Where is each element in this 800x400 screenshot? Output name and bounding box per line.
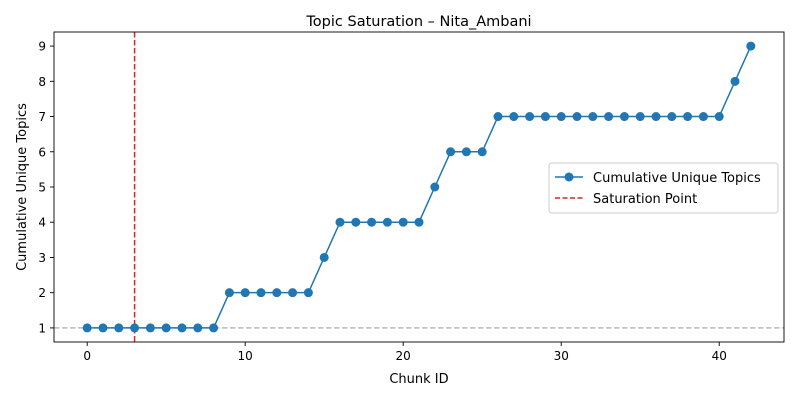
data-point [540, 112, 550, 122]
data-point [509, 112, 519, 122]
data-point [335, 217, 345, 227]
y-tick-label: 8 [38, 75, 46, 89]
data-point [430, 182, 440, 192]
legend-label-series: Cumulative Unique Topics [593, 171, 761, 186]
y-tick-label: 6 [38, 145, 46, 159]
data-point [382, 217, 392, 227]
data-point [272, 288, 282, 298]
data-point [367, 217, 377, 227]
data-point [667, 112, 677, 122]
data-point [493, 112, 503, 122]
data-point [177, 323, 187, 333]
data-point [288, 288, 298, 298]
data-point [730, 76, 740, 86]
y-tick-label: 9 [38, 40, 46, 54]
data-point [477, 147, 487, 157]
data-point [114, 323, 124, 333]
data-point [161, 323, 171, 333]
data-point [651, 112, 661, 122]
data-point [351, 217, 361, 227]
data-point [635, 112, 645, 122]
data-point [556, 112, 566, 122]
x-tick-label: 30 [554, 349, 569, 363]
data-point [256, 288, 266, 298]
data-point [746, 41, 756, 51]
x-axis-label: Chunk ID [389, 372, 448, 387]
data-point [604, 112, 614, 122]
data-point [683, 112, 693, 122]
data-point [240, 288, 250, 298]
data-point [525, 112, 535, 122]
data-point [446, 147, 456, 157]
x-tick-label: 0 [83, 349, 91, 363]
y-tick-label: 3 [38, 251, 46, 265]
data-point [398, 217, 408, 227]
data-point [414, 217, 424, 227]
data-point [572, 112, 582, 122]
data-point [130, 323, 140, 333]
data-point [588, 112, 598, 122]
y-axis-label: Cumulative Unique Topics [15, 103, 30, 271]
y-tick-label: 7 [38, 110, 46, 124]
legend-marker-swatch [564, 172, 574, 182]
y-tick-label: 2 [38, 286, 46, 300]
data-point [98, 323, 108, 333]
data-point [209, 323, 219, 333]
data-point [224, 288, 234, 298]
chart-title: Topic Saturation – Nita_Ambani [305, 14, 531, 30]
data-point [714, 112, 724, 122]
x-tick-label: 10 [238, 349, 253, 363]
data-point [303, 288, 313, 298]
y-tick-label: 5 [38, 181, 46, 195]
legend-label-saturation: Saturation Point [593, 192, 697, 207]
y-tick-label: 1 [38, 321, 46, 335]
data-point [619, 112, 629, 122]
data-point [145, 323, 155, 333]
x-tick-label: 40 [712, 349, 727, 363]
data-point [461, 147, 471, 157]
x-tick-label: 20 [396, 349, 411, 363]
legend: Cumulative Unique Topics Saturation Poin… [548, 162, 779, 214]
data-point [193, 323, 203, 333]
legend-box [548, 162, 779, 214]
data-point [698, 112, 708, 122]
y-tick-label: 4 [38, 216, 46, 230]
data-point [319, 252, 329, 262]
data-point [82, 323, 92, 333]
